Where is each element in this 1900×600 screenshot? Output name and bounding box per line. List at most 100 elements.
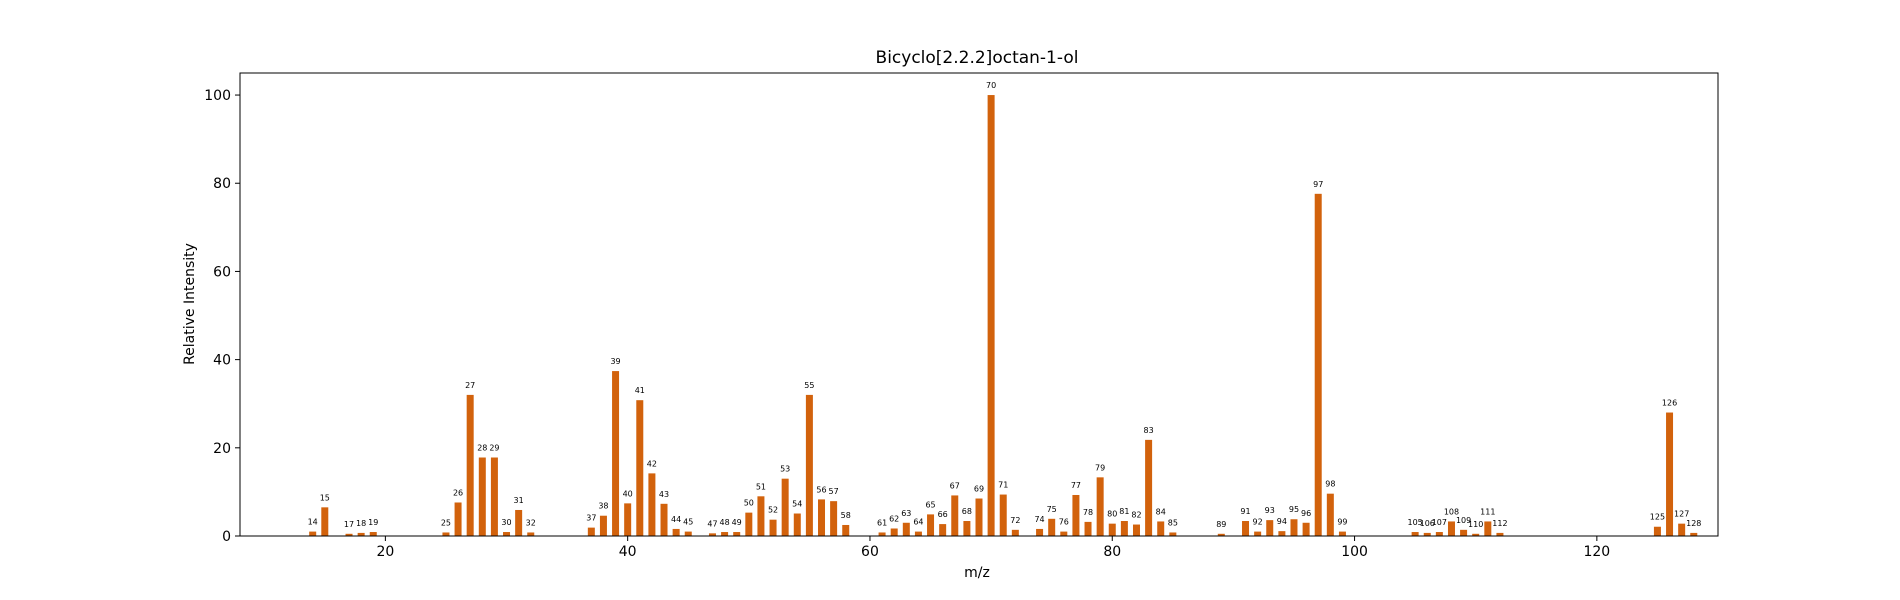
bar-mz-92 [1254,531,1262,536]
bar-label-mz-58: 58 [841,511,851,520]
bar-label-mz-47: 47 [707,519,717,528]
bar-mz-45 [684,531,692,536]
bar-mz-76 [1060,531,1068,536]
bar-label-mz-70: 70 [986,81,996,90]
bar-mz-66 [939,524,947,536]
bar-mz-47 [708,533,716,536]
bar-label-mz-95: 95 [1289,505,1299,514]
bar-mz-49 [733,532,741,536]
bar-mz-99 [1338,531,1346,536]
bar-label-mz-112: 112 [1492,519,1507,528]
y-tick-label-40: 40 [213,353,231,369]
bar-mz-58 [842,524,850,536]
bar-mz-19 [369,532,377,536]
bar-label-mz-55: 55 [804,381,814,390]
bar-mz-75 [1048,518,1056,536]
bar-mz-80 [1108,523,1116,536]
bar-label-mz-53: 53 [780,465,790,474]
bar-label-mz-63: 63 [901,509,911,518]
bar-label-mz-51: 51 [756,482,766,491]
bar-label-mz-44: 44 [671,515,681,524]
bar-mz-77 [1072,494,1080,536]
bar-mz-56 [818,499,826,536]
bar-label-mz-91: 91 [1240,507,1250,516]
bar-mz-127 [1678,523,1686,536]
bar-label-mz-57: 57 [829,487,839,496]
bar-mz-82 [1132,524,1140,536]
bar-series [309,95,1698,537]
bar-label-mz-52: 52 [768,506,778,515]
chart-title: Bicyclo[2.2.2]octan-1-ol [876,48,1079,68]
bar-label-mz-89: 89 [1216,520,1226,529]
bar-mz-64 [914,531,922,536]
bar-label-mz-83: 83 [1144,426,1154,435]
bar-mz-71 [999,494,1007,536]
bar-mz-17 [345,533,353,536]
bar-mz-53 [781,478,789,536]
bar-mz-61 [878,532,886,536]
x-tick-label-20: 20 [376,544,394,560]
bar-mz-65 [927,514,935,536]
y-axis-label: Relative Intensity [182,243,198,365]
bar-mz-29 [490,457,498,536]
bar-mz-112 [1496,532,1504,536]
bar-label-mz-94: 94 [1277,517,1287,526]
bar-label-mz-80: 80 [1107,510,1117,519]
bar-label-mz-107: 107 [1432,518,1447,527]
bar-mz-41 [636,400,644,536]
bar-label-mz-27: 27 [465,381,475,390]
bar-mz-67 [951,495,959,536]
bar-label-mz-71: 71 [998,481,1008,490]
bar-label-mz-32: 32 [526,518,536,527]
bar-mz-62 [890,528,898,536]
bar-mz-94 [1278,531,1286,536]
bar-label-mz-25: 25 [441,518,451,527]
bar-mz-72 [1011,529,1019,536]
bar-mz-57 [830,501,838,536]
bar-mz-69 [975,498,983,536]
bar-mz-128 [1690,532,1698,536]
bar-label-mz-31: 31 [514,496,524,505]
bar-mz-78 [1084,521,1092,536]
y-axis: 0 20 40 60 80 100 [204,88,240,545]
bar-label-mz-77: 77 [1071,481,1081,490]
bar-mz-96 [1302,522,1310,536]
bar-mz-126 [1666,412,1674,536]
bar-mz-26 [454,502,462,536]
bar-label-mz-84: 84 [1156,507,1166,516]
bar-label-mz-97: 97 [1313,180,1323,189]
bar-label-mz-29: 29 [489,444,499,453]
bar-label-mz-17: 17 [344,520,354,529]
bar-mz-84 [1157,521,1165,536]
bar-mz-95 [1290,519,1298,536]
bar-label-mz-28: 28 [477,444,487,453]
x-tick-label-80: 80 [1103,544,1121,560]
bar-label-mz-49: 49 [732,518,742,527]
y-tick-label-60: 60 [213,264,231,280]
bar-label-mz-43: 43 [659,490,669,499]
x-tick-label-120: 120 [1583,544,1610,560]
bar-label-mz-15: 15 [320,493,330,502]
bar-label-mz-69: 69 [974,485,984,494]
bar-mz-74 [1036,528,1044,536]
bar-label-mz-40: 40 [623,489,633,498]
x-axis: 20 40 60 80 100 120 [376,536,1610,560]
bar-label-mz-56: 56 [816,485,826,494]
bar-label-mz-127: 127 [1674,510,1689,519]
bar-label-mz-74: 74 [1034,515,1044,524]
bar-mz-51 [757,496,765,536]
bar-label-mz-62: 62 [889,515,899,524]
bar-mz-98 [1326,493,1334,536]
bar-label-mz-98: 98 [1325,480,1335,489]
bar-label-mz-125: 125 [1650,513,1665,522]
bar-label-mz-79: 79 [1095,463,1105,472]
bar-label-mz-108: 108 [1444,507,1459,516]
bar-mz-40 [624,503,632,536]
bar-label-mz-65: 65 [925,500,935,509]
bar-label-mz-66: 66 [938,510,948,519]
x-axis-label: m/z [964,565,990,581]
bar-mz-93 [1266,520,1274,536]
bar-mz-14 [309,531,317,536]
